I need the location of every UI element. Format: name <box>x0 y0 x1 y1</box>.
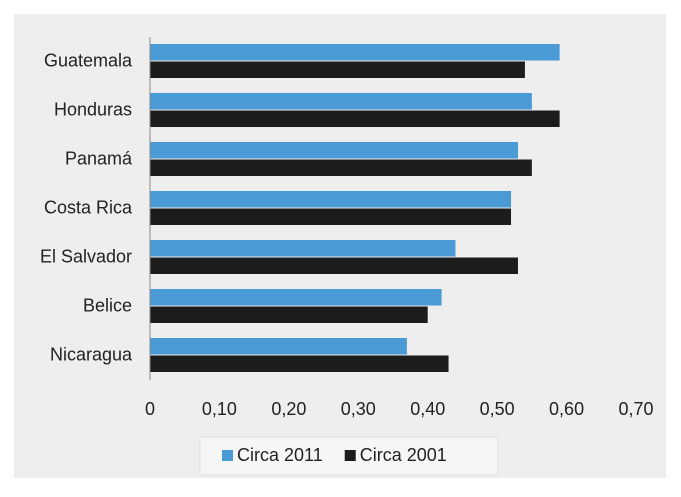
bar <box>150 338 407 355</box>
legend-swatch <box>344 450 356 461</box>
x-tick-label: 0,20 <box>271 399 306 419</box>
bar <box>150 44 560 61</box>
x-tick-label: 0 <box>145 399 155 419</box>
bar <box>150 61 525 78</box>
x-tick-label: 0,40 <box>410 399 445 419</box>
y-tick-label: El Salvador <box>40 246 132 266</box>
x-tick-label: 0,70 <box>618 399 653 419</box>
y-tick-label: Belice <box>83 295 132 315</box>
y-tick-label: Nicaragua <box>50 344 133 364</box>
bar <box>150 159 532 176</box>
bar <box>150 93 532 110</box>
x-tick-label: 0,10 <box>202 399 237 419</box>
x-tick-label: 0,50 <box>480 399 515 419</box>
bar <box>150 240 456 257</box>
legend-label: Circa 2001 <box>360 445 447 465</box>
bar <box>150 191 512 208</box>
legend-swatch <box>222 450 233 461</box>
x-tick-label: 0,60 <box>549 399 584 419</box>
bar <box>150 208 512 225</box>
bar <box>150 257 518 274</box>
x-tick-label: 0,30 <box>341 399 376 419</box>
bar <box>150 110 560 127</box>
bar <box>150 142 518 159</box>
y-tick-label: Panamá <box>65 148 133 168</box>
y-tick-label: Honduras <box>54 99 132 119</box>
bar <box>150 306 428 323</box>
y-tick-label: Guatemala <box>44 50 133 70</box>
bar <box>150 355 449 372</box>
y-tick-label: Costa Rica <box>44 197 133 217</box>
bar <box>150 289 442 306</box>
legend-label: Circa 2011 <box>237 445 323 465</box>
